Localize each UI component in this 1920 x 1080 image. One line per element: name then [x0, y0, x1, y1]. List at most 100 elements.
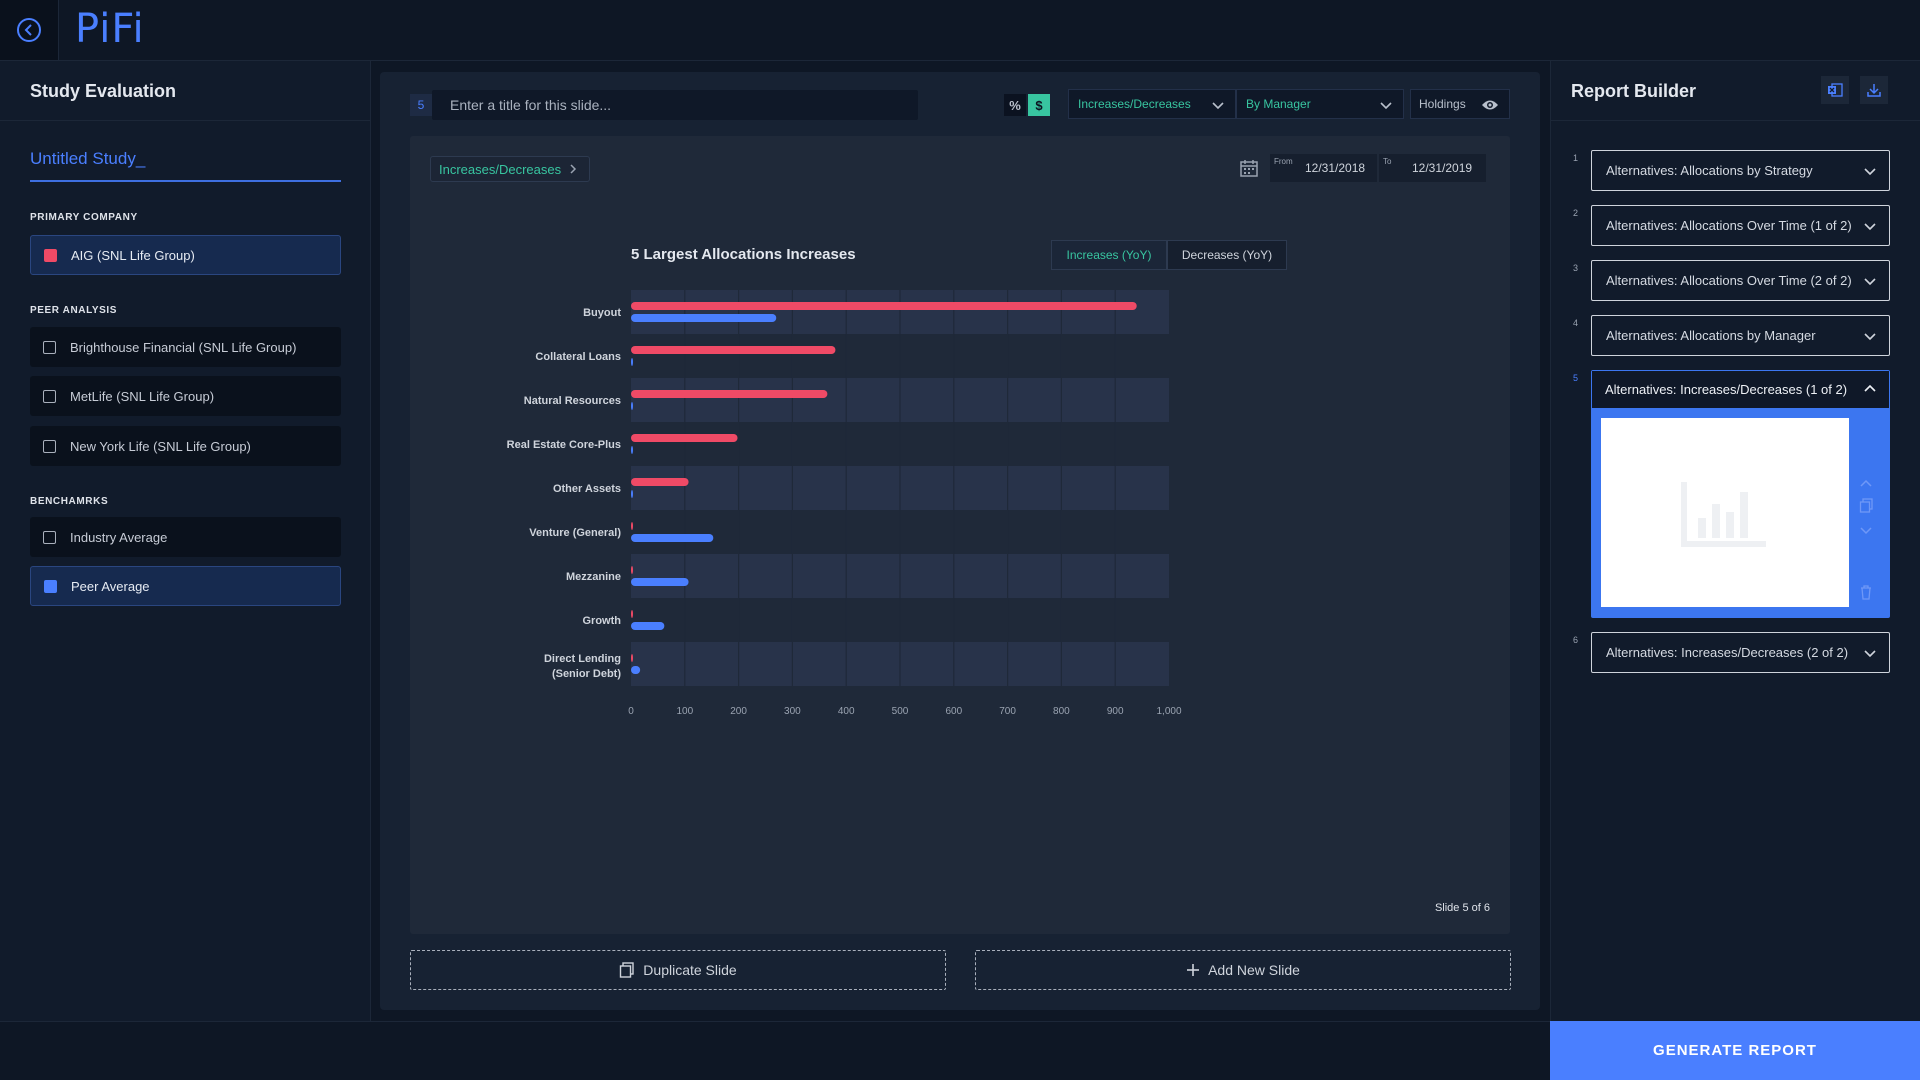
category-label: Direct Lending (Senior Debt): [544, 653, 621, 680]
bar: [631, 314, 777, 322]
checkbox[interactable]: [43, 439, 56, 453]
view-dropdown[interactable]: Increases/Decreases: [1068, 89, 1236, 119]
x-tick-label: 900: [1107, 706, 1124, 717]
add-slide-button[interactable]: Add New Slide: [975, 950, 1511, 990]
category-label: Collateral Loans: [535, 351, 621, 363]
peer-item[interactable]: MetLife (SNL Life Group): [30, 376, 341, 416]
calendar-icon[interactable]: [1240, 159, 1258, 177]
company-color-swatch: [44, 248, 57, 262]
report-slide-label: Alternatives: Increases/Decreases (1 of …: [1605, 382, 1848, 397]
increases-tab[interactable]: Increases (YoY): [1051, 240, 1167, 270]
benchmark-label: Industry Average: [70, 529, 168, 545]
benchmarks-label: BENCHAMRKS: [30, 496, 109, 507]
chevron-right-icon: [570, 164, 577, 174]
bar: [631, 654, 633, 662]
slide-index: 2: [1573, 208, 1579, 218]
x-tick-label: 300: [784, 706, 801, 717]
x-tick-label: 600: [945, 706, 962, 717]
percent-toggle[interactable]: %: [1004, 94, 1026, 116]
study-name-input[interactable]: Untitled Study_: [30, 149, 341, 182]
report-slide-item[interactable]: Alternatives: Increases/Decreases (2 of …: [1591, 632, 1890, 673]
report-slide-label: Alternatives: Allocations Over Time (2 o…: [1606, 273, 1852, 288]
checkbox[interactable]: [43, 389, 56, 403]
breadcrumb[interactable]: Increases/Decreases: [430, 156, 591, 182]
slide-thumbnail[interactable]: [1601, 418, 1849, 607]
decreases-tab[interactable]: Decreases (YoY): [1167, 240, 1287, 270]
benchmark-item[interactable]: Industry Average: [30, 517, 341, 557]
bar: [631, 666, 641, 674]
report-slide-item[interactable]: Alternatives: Allocations by Manager: [1591, 315, 1890, 356]
bar: [631, 346, 836, 354]
holdings-toggle[interactable]: Holdings: [1410, 89, 1510, 119]
peer-label: Brighthouse Financial (SNL Life Group): [70, 339, 297, 355]
slide-index: 3: [1573, 263, 1579, 273]
divider: [0, 120, 371, 121]
x-tick-label: 0: [628, 706, 634, 717]
export-excel-button[interactable]: [1821, 76, 1849, 104]
move-up-icon[interactable]: [1859, 478, 1873, 488]
slide-index: 1: [1573, 153, 1579, 163]
footer-bar: [0, 1021, 1550, 1080]
app-logo[interactable]: PiFi: [75, 6, 145, 52]
x-tick-label: 200: [730, 706, 747, 717]
duplicate-slide-button[interactable]: Duplicate Slide: [410, 950, 946, 990]
benchmark-label: Peer Average: [71, 578, 150, 594]
chevron-down-icon: [1864, 168, 1876, 176]
bar: [631, 478, 689, 486]
chevron-down-icon: [1864, 223, 1876, 231]
move-down-icon[interactable]: [1859, 526, 1873, 536]
peer-analysis-label: PEER ANALYSIS: [30, 305, 118, 316]
back-button[interactable]: [0, 0, 59, 60]
from-date-field[interactable]: From 12/31/2018: [1270, 154, 1377, 182]
category-label: Natural Resources: [524, 395, 621, 407]
report-builder-panel: Report Builder 1 Alternatives: Allocatio…: [1550, 61, 1920, 1021]
eye-icon: [1482, 100, 1498, 110]
peer-item[interactable]: Brighthouse Financial (SNL Life Group): [30, 327, 341, 367]
x-tick-label: 800: [1053, 706, 1070, 717]
x-tick-label: 400: [838, 706, 855, 717]
bar: [631, 622, 665, 630]
slide-index: 6: [1573, 635, 1579, 645]
chart-title: 5 Largest Allocations Increases: [631, 246, 856, 263]
x-tick-label: 700: [999, 706, 1016, 717]
category-label: Real Estate Core-Plus: [507, 439, 621, 451]
bar: [631, 402, 633, 410]
report-slide-header[interactable]: Alternatives: Increases/Decreases (1 of …: [1592, 371, 1889, 408]
bar: [631, 358, 633, 366]
report-slide-item[interactable]: Alternatives: Allocations by Strategy: [1591, 150, 1890, 191]
grouping-dropdown[interactable]: By Manager: [1236, 89, 1404, 119]
bar: [631, 522, 633, 530]
slide-title-input[interactable]: Enter a title for this slide...: [432, 90, 918, 120]
bar: [631, 302, 1137, 310]
to-date-field[interactable]: To 12/31/2019: [1379, 154, 1486, 182]
add-slide-label: Add New Slide: [1208, 962, 1300, 978]
duplicate-slide-label: Duplicate Slide: [643, 962, 737, 978]
dollar-toggle[interactable]: $: [1028, 94, 1050, 116]
peer-item[interactable]: New York Life (SNL Life Group): [30, 426, 341, 466]
excel-icon: [1828, 83, 1843, 97]
trash-icon[interactable]: [1859, 584, 1873, 600]
report-slide-item-expanded: Alternatives: Increases/Decreases (1 of …: [1591, 370, 1890, 618]
primary-company-item[interactable]: AIG (SNL Life Group): [30, 235, 341, 275]
holdings-label: Holdings: [1419, 97, 1466, 111]
slide-index: 5: [1573, 373, 1579, 383]
report-slide-item[interactable]: Alternatives: Allocations Over Time (2 o…: [1591, 260, 1890, 301]
generate-report-button[interactable]: GENERATE REPORT: [1550, 1021, 1920, 1080]
primary-company-label: PRIMARY COMPANY: [30, 212, 138, 223]
benchmark-item[interactable]: Peer Average: [30, 566, 341, 606]
bar: [631, 490, 633, 498]
checkbox[interactable]: [43, 530, 56, 544]
copy-icon: [620, 962, 634, 978]
from-label: From: [1274, 157, 1293, 166]
checkbox[interactable]: [43, 340, 56, 354]
report-slide-label: Alternatives: Allocations Over Time (1 o…: [1606, 218, 1852, 233]
slide-index: 4: [1573, 318, 1579, 328]
copy-icon[interactable]: [1859, 498, 1873, 514]
category-label: Other Assets: [553, 483, 621, 495]
company-label: AIG (SNL Life Group): [71, 247, 195, 263]
bar: [631, 534, 714, 542]
allocations-bar-chart: Buyout Collateral Loans Natural Resources R…: [507, 290, 1182, 717]
to-label: To: [1383, 157, 1392, 166]
download-button[interactable]: [1860, 76, 1888, 104]
report-slide-item[interactable]: Alternatives: Allocations Over Time (1 o…: [1591, 205, 1890, 246]
